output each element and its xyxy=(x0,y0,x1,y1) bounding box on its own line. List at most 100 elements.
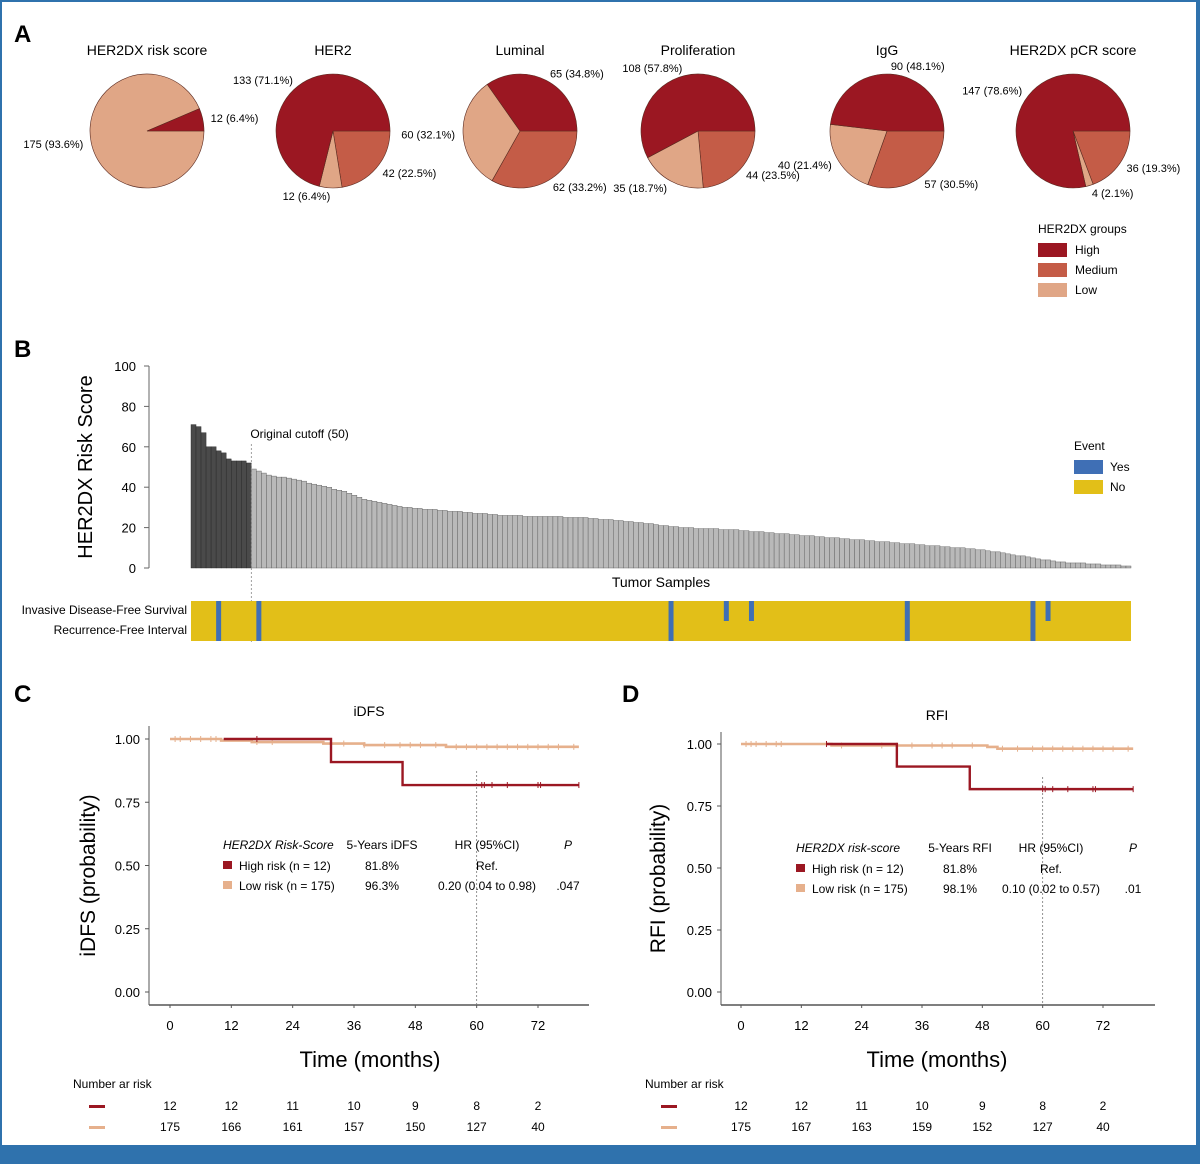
at-risk-high-value: 9 xyxy=(412,1099,419,1113)
bar xyxy=(602,519,609,569)
bar xyxy=(1125,565,1132,569)
bar xyxy=(809,535,815,569)
table-swatch xyxy=(223,881,232,889)
bar xyxy=(728,529,735,569)
bar xyxy=(698,528,704,569)
pie-slice-label: 4 (2.1%) xyxy=(1092,188,1134,200)
pie-slice xyxy=(867,130,945,189)
bar xyxy=(341,491,348,569)
bar xyxy=(231,460,237,569)
bar xyxy=(406,507,413,569)
bar xyxy=(718,529,725,569)
bar xyxy=(663,525,669,569)
bar xyxy=(1090,563,1097,569)
bar xyxy=(497,515,503,569)
bar xyxy=(522,516,528,569)
at-risk-low-value: 152 xyxy=(972,1120,992,1134)
bar xyxy=(567,517,574,569)
bar xyxy=(427,509,433,569)
at-risk-low-value: 161 xyxy=(283,1120,303,1134)
at-risk-low-value: 166 xyxy=(221,1120,241,1134)
bar xyxy=(381,503,388,569)
bar xyxy=(547,516,554,569)
table-cell: Ref. xyxy=(476,859,498,873)
bar xyxy=(361,499,368,569)
pie-slice-label: 62 (33.2%) xyxy=(553,182,607,194)
bar xyxy=(281,476,287,569)
bar xyxy=(773,533,780,569)
bar xyxy=(643,523,649,569)
bar xyxy=(909,543,916,569)
y-tick-label: 0.00 xyxy=(687,985,712,1000)
table-header: P xyxy=(564,838,572,852)
table-cell: Low risk (n = 175) xyxy=(812,882,908,896)
bar xyxy=(768,532,775,569)
at-risk-low-value: 40 xyxy=(1096,1120,1110,1134)
at-risk-high-value: 11 xyxy=(855,1099,868,1113)
at-risk-high-value: 2 xyxy=(535,1099,542,1113)
bar xyxy=(758,531,765,569)
table-cell: .047 xyxy=(556,879,580,893)
x-tick-label: 60 xyxy=(1035,1018,1049,1033)
y-tick-label: 100 xyxy=(114,359,136,374)
y-tick-label: 0.50 xyxy=(115,859,140,874)
bar xyxy=(417,508,423,569)
pie-title: Luminal xyxy=(495,42,544,58)
table-cell: 0.10 (0.02 to 0.57) xyxy=(1002,882,1100,896)
pie-slice xyxy=(146,108,205,132)
x-tick-label: 0 xyxy=(166,1018,173,1033)
bar xyxy=(472,513,478,569)
event-legend-label: Yes xyxy=(1110,460,1130,474)
bar xyxy=(326,487,332,569)
bottom-frame-bar xyxy=(0,1146,1200,1164)
bar xyxy=(291,478,297,569)
at-risk-high-value: 8 xyxy=(1039,1099,1046,1113)
bar xyxy=(276,476,282,569)
bar xyxy=(517,515,523,569)
bar xyxy=(1120,565,1127,569)
bar xyxy=(271,475,277,569)
bar xyxy=(532,516,539,569)
bar xyxy=(195,426,202,569)
x-tick-label: 48 xyxy=(975,1018,989,1033)
pie-slice-label: 44 (23.5%) xyxy=(746,170,800,182)
bar xyxy=(884,541,890,569)
table-header: HER2DX risk-score xyxy=(796,841,900,855)
y-tick-label: 0.75 xyxy=(115,795,140,810)
panel-d-km-rfi: RFI 0.00 0.25 0.50 0.75 1.00 0 12 24 36 48 60 72 Time… xyxy=(645,707,1155,1134)
pie-title: Proliferation xyxy=(661,42,736,58)
event-marker xyxy=(1030,601,1036,641)
bar xyxy=(487,514,493,569)
bar xyxy=(914,544,921,569)
bar xyxy=(733,529,740,569)
figure-canvas: A B C D HER2DX risk score 175 (93.6%) 12 (… xyxy=(14,21,1180,1134)
pie-title: HER2DX pCR score xyxy=(1010,42,1137,58)
y-tick-label: 0.00 xyxy=(115,985,140,1000)
bar xyxy=(502,515,508,569)
bar xyxy=(1085,563,1091,569)
bar xyxy=(306,482,312,569)
bar xyxy=(266,474,272,569)
bar xyxy=(437,510,443,569)
bar xyxy=(929,545,936,569)
panel-label-a: A xyxy=(14,21,31,48)
pie-slice xyxy=(491,130,578,189)
bar xyxy=(668,526,674,569)
x-tick-label: 72 xyxy=(531,1018,545,1033)
bar xyxy=(256,470,262,569)
bar xyxy=(557,516,564,569)
km-curve-low-risk xyxy=(170,737,579,749)
pie-slice-label: 36 (19.3%) xyxy=(1126,163,1180,175)
event-marker xyxy=(723,601,729,621)
x-tick-label: 36 xyxy=(347,1018,361,1033)
bar xyxy=(246,462,252,569)
km-curve-high-risk xyxy=(826,742,1134,791)
at-risk-low-value: 175 xyxy=(160,1120,180,1134)
bar xyxy=(296,479,302,569)
y-axis-label: RFI (probability) xyxy=(647,804,670,953)
panel-label-c: C xyxy=(14,681,31,708)
bar xyxy=(964,548,971,569)
at-risk-title: Number ar risk xyxy=(645,1077,725,1091)
bar xyxy=(939,546,946,569)
y-tick-label: 80 xyxy=(122,399,136,414)
